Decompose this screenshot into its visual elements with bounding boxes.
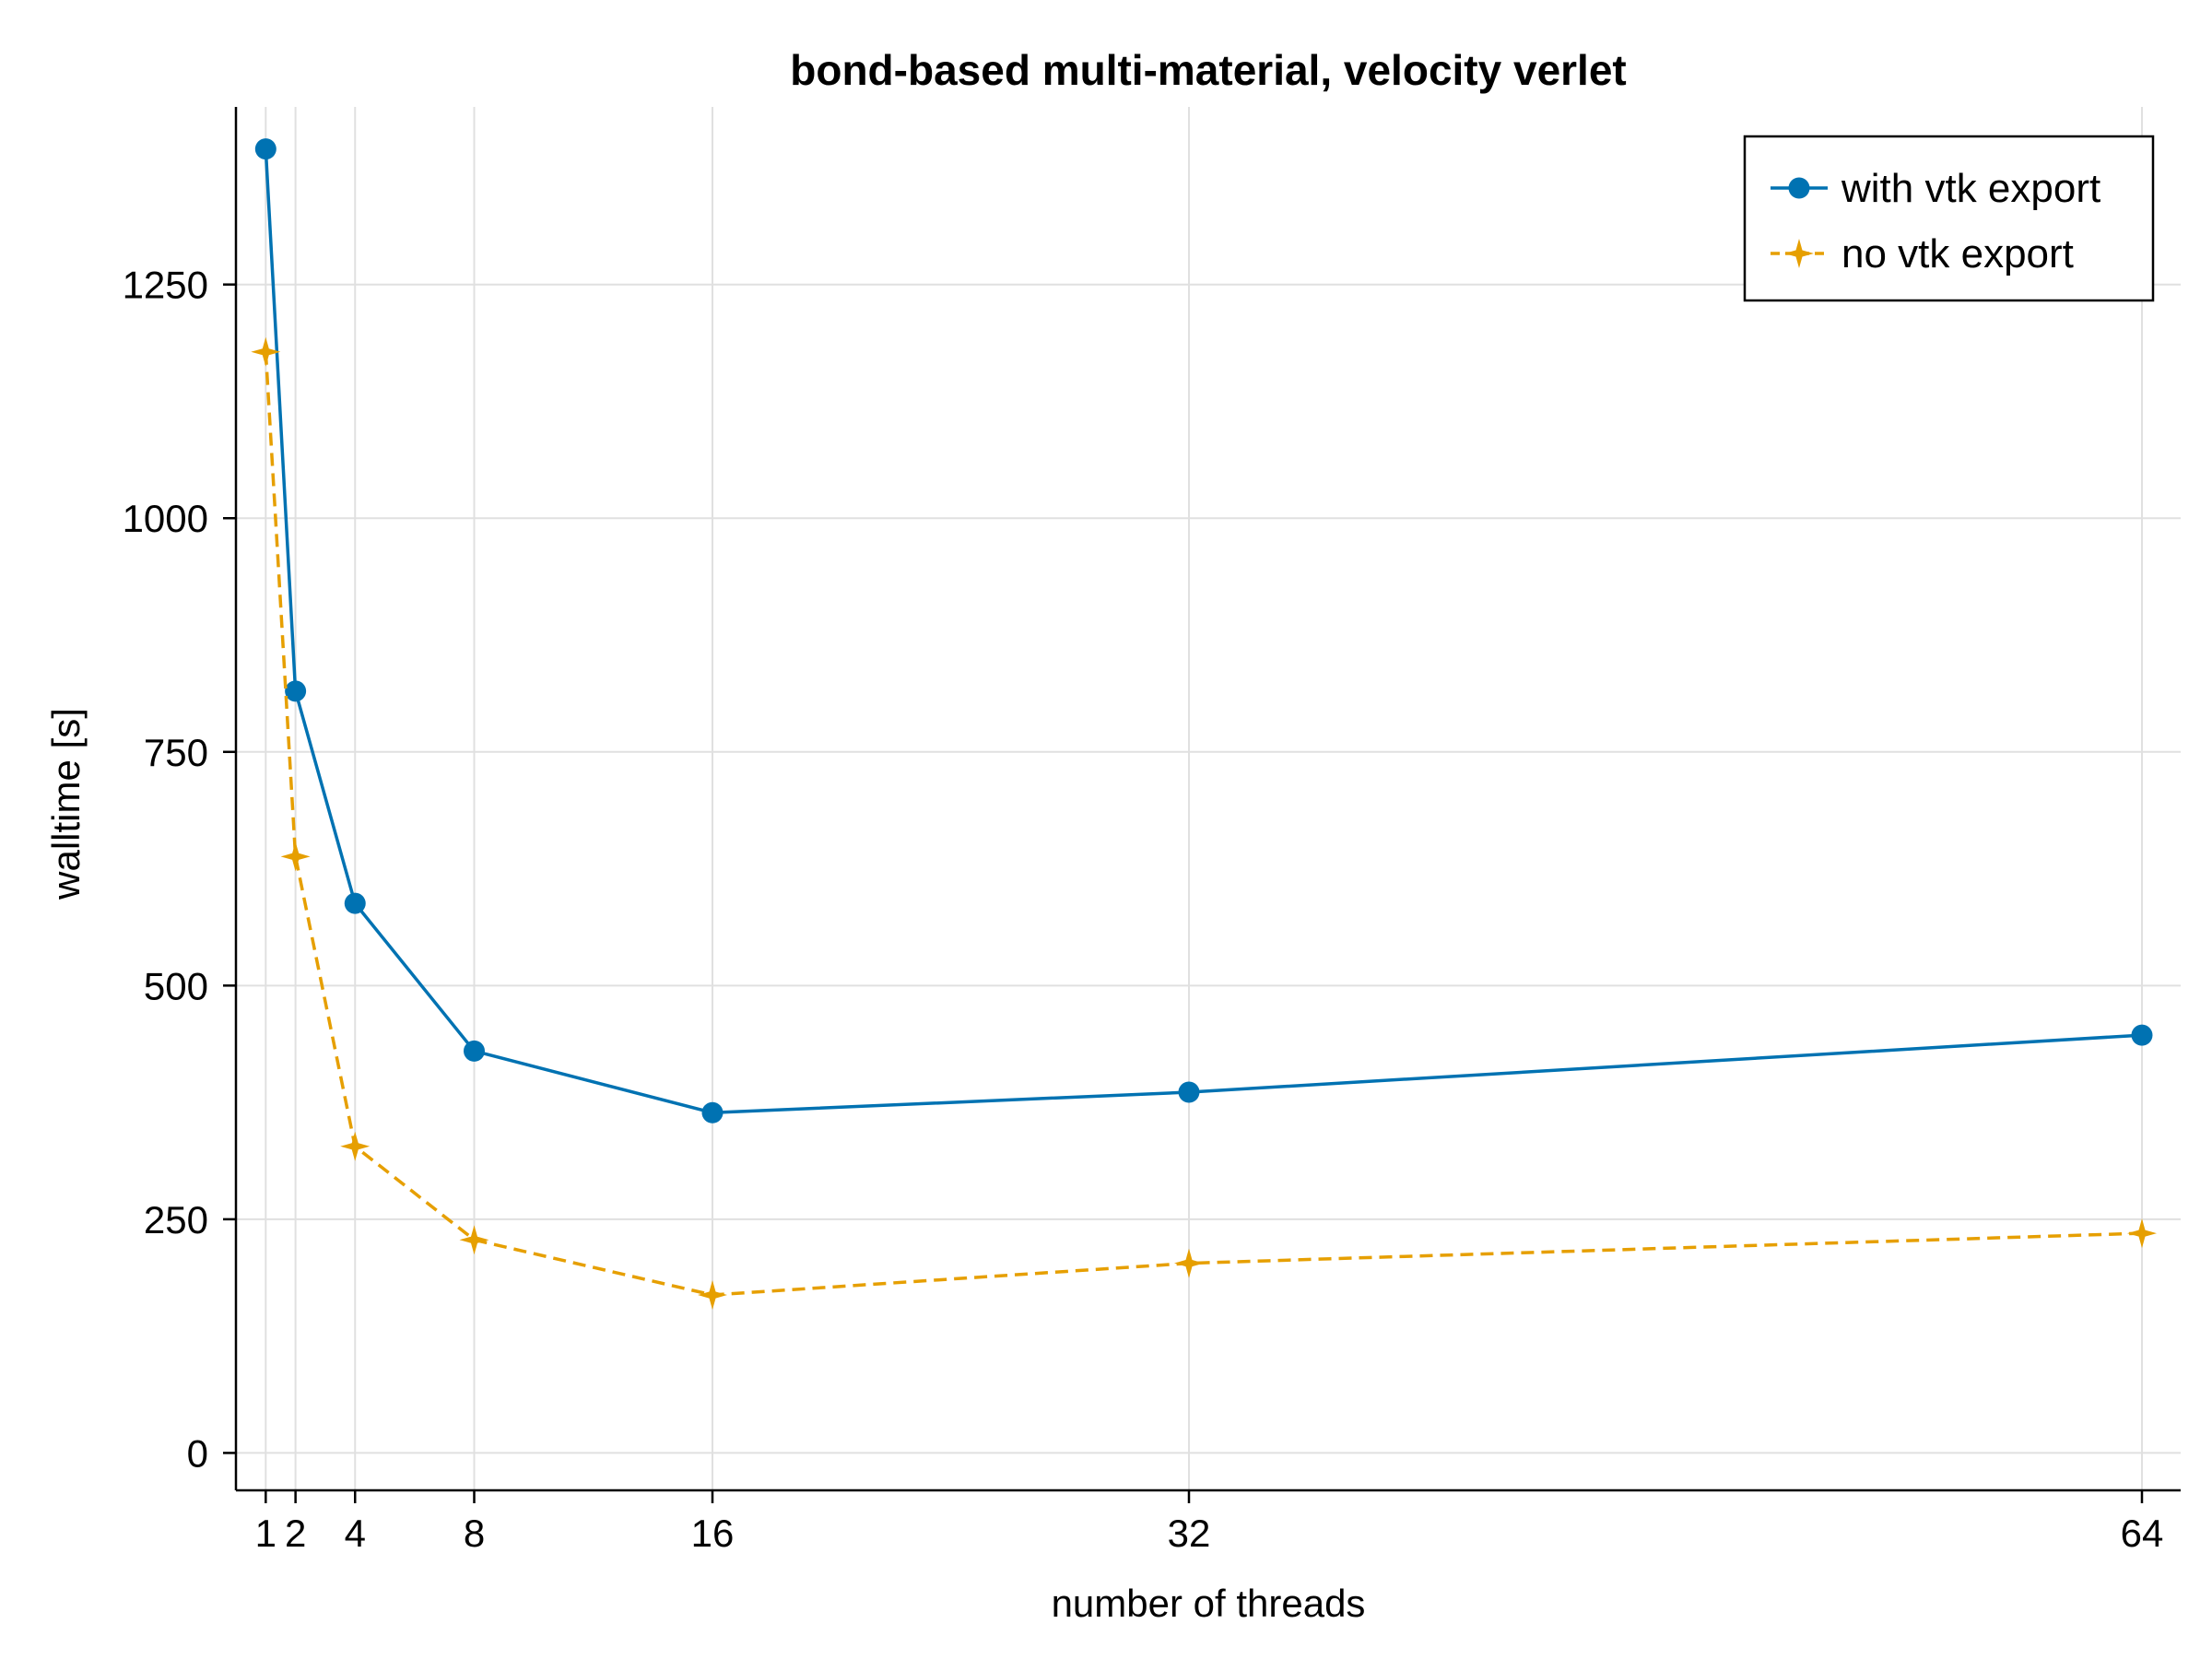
data-point [2131, 1024, 2153, 1046]
data-point [344, 892, 366, 914]
x-tick-label: 8 [464, 1512, 485, 1555]
y-tick-label: 500 [144, 964, 208, 1007]
x-tick-label: 16 [691, 1512, 735, 1555]
legend-swatch-marker [1784, 239, 1814, 268]
x-tick-label: 64 [2121, 1512, 2164, 1555]
data-point [463, 1040, 485, 1062]
chart-title: bond-based multi-material, velocity verl… [790, 46, 1626, 94]
data-point [701, 1101, 724, 1124]
x-tick-label: 1 [255, 1512, 276, 1555]
data-point [254, 138, 276, 160]
legend: with vtk export no vtk export [1743, 135, 2155, 302]
series-1 [254, 138, 2153, 1124]
data-point [280, 841, 311, 872]
y-tick-label: 0 [187, 1431, 208, 1475]
x-tick-label: 2 [285, 1512, 306, 1555]
y-tick-label: 250 [144, 1198, 208, 1241]
data-point [1178, 1081, 1200, 1103]
legend-entry-label: no vtk export [1841, 231, 2074, 276]
x-tick-label: 4 [345, 1512, 366, 1555]
data-point [1174, 1248, 1204, 1278]
y-tick-label: 1000 [123, 497, 208, 540]
series-2 [251, 336, 2157, 1310]
y-axis-label: walltime [s] [44, 708, 88, 900]
x-tick-label: 32 [1168, 1512, 1211, 1555]
axes: 1 2 4 8 16 32 64 0 250 500 750 1000 1250 [123, 107, 2181, 1555]
data-point [2127, 1218, 2157, 1249]
data-point [285, 680, 307, 702]
data-point [459, 1225, 489, 1255]
grid [236, 107, 2181, 1490]
data-point [251, 336, 281, 367]
y-tick-label: 750 [144, 731, 208, 774]
legend-entry-label: with vtk export [1841, 166, 2100, 211]
series-layer [251, 138, 2157, 1310]
data-point [698, 1280, 727, 1310]
x-axis-label: number of threads [1052, 1582, 1366, 1625]
y-tick-label: 1250 [123, 264, 208, 307]
series-line [264, 351, 2143, 1297]
legend-box [1743, 135, 2155, 302]
data-point [340, 1131, 371, 1161]
legend-swatch-marker [1788, 177, 1810, 199]
